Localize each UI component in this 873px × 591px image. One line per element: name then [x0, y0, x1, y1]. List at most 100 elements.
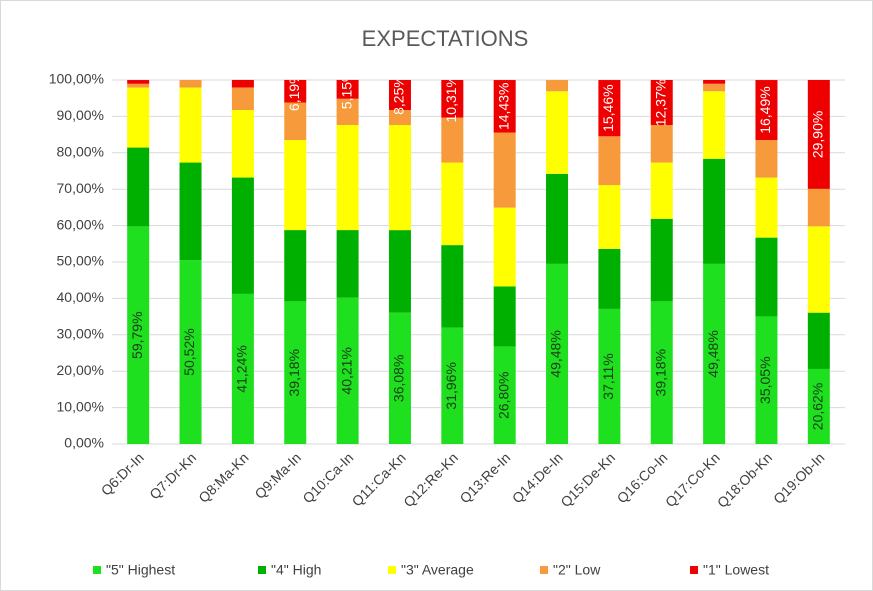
bar-segment	[127, 87, 150, 148]
legend-swatch	[388, 566, 396, 574]
data-label: 39,18%	[286, 349, 302, 396]
bar-segment	[650, 218, 673, 302]
data-label: 49,48%	[548, 330, 564, 377]
data-label: 6,19%	[286, 71, 302, 111]
bar-segment	[388, 312, 411, 444]
bar-segment	[546, 80, 569, 92]
data-label: 14,43%	[495, 83, 511, 130]
bar-segment	[284, 140, 307, 231]
y-tick-label: 60,00%	[57, 216, 104, 232]
bar-segment	[127, 80, 150, 84]
bar-segment	[231, 109, 254, 178]
data-label: 26,80%	[495, 371, 511, 418]
bar-segment	[336, 230, 359, 298]
data-label: 16,49%	[757, 86, 773, 133]
bar-segment	[441, 245, 464, 328]
data-label: 12,37%	[652, 79, 668, 126]
data-label: 41,24%	[234, 345, 250, 392]
data-label: 15,46%	[600, 84, 616, 131]
bar-segment	[179, 260, 202, 444]
bar-segment	[650, 125, 673, 163]
y-tick-label: 100,00%	[49, 71, 104, 87]
data-label: 37,11%	[600, 353, 616, 399]
legend-label: "5" Highest	[106, 562, 175, 578]
y-tick-label: 80,00%	[57, 144, 104, 160]
bar-segment	[336, 79, 359, 99]
bar-segment	[336, 124, 359, 231]
bar-segment	[493, 207, 516, 287]
bar-segment	[807, 188, 830, 227]
bar-segment	[493, 346, 516, 444]
bar-segment	[388, 80, 411, 111]
legend-swatch	[540, 566, 548, 574]
bar-segment	[284, 102, 307, 141]
bar-segment	[755, 140, 778, 178]
legend-label: "3" Average	[401, 562, 474, 578]
legend-label: "1" Lowest	[703, 562, 769, 578]
bar-segment	[598, 248, 621, 309]
bar-segment	[127, 83, 150, 88]
y-tick-label: 10,00%	[57, 398, 104, 414]
bar-segment	[703, 91, 726, 159]
data-label: 29,90%	[810, 111, 826, 158]
data-label: 8,25%	[391, 75, 407, 115]
y-tick-label: 30,00%	[57, 326, 104, 342]
bar-segment	[441, 117, 464, 163]
bar-segment	[179, 162, 202, 261]
bar-segment	[755, 80, 778, 141]
bar-segment	[703, 83, 726, 92]
bar-segment	[598, 80, 621, 137]
data-label: 49,48%	[705, 330, 721, 377]
bar-segment	[388, 230, 411, 313]
y-tick-label: 40,00%	[57, 289, 104, 305]
bar-segment	[284, 301, 307, 444]
data-label: 5,15%	[338, 69, 354, 109]
bar-segment	[650, 301, 673, 444]
legend-swatch	[690, 566, 698, 574]
bar-segment	[598, 136, 621, 186]
bar-segment	[546, 263, 569, 444]
bar-segment	[493, 286, 516, 347]
y-tick-label: 0,00%	[64, 435, 104, 451]
bar-segment	[807, 368, 830, 444]
bar-segment	[598, 308, 621, 444]
bar-segment	[336, 98, 359, 125]
data-label: 39,18%	[652, 349, 668, 396]
bar-segment	[441, 162, 464, 246]
y-tick-label: 90,00%	[57, 107, 104, 123]
bar-segment	[755, 177, 778, 238]
bar-segment	[127, 147, 150, 227]
y-tick-label: 70,00%	[57, 180, 104, 196]
bar-segment	[650, 162, 673, 219]
data-label: 35,05%	[757, 356, 773, 403]
y-tick-label: 20,00%	[57, 362, 104, 378]
bar-segment	[807, 226, 830, 313]
bar-segment	[231, 177, 254, 294]
bar-segment	[493, 132, 516, 208]
data-label: 40,21%	[338, 347, 354, 394]
bar-segment	[546, 91, 569, 174]
data-label: 10,31%	[443, 75, 459, 122]
bar-segment	[284, 79, 307, 103]
bar-segment	[179, 87, 202, 163]
bar-segment	[231, 293, 254, 444]
bar-segment	[388, 110, 411, 126]
data-label: 59,79%	[129, 311, 145, 358]
bar-segment	[650, 80, 673, 126]
chart-title: EXPECTATIONS	[362, 26, 529, 51]
bar-segment	[807, 80, 830, 189]
bar-segment	[441, 327, 464, 444]
bar-segment	[388, 125, 411, 231]
bar-segment	[284, 230, 307, 302]
bar-segment	[703, 158, 726, 264]
bar-segment	[755, 316, 778, 444]
bar-segment	[755, 237, 778, 317]
data-label: 20,62%	[810, 383, 826, 430]
bar-segment	[127, 226, 150, 444]
bar-segment	[546, 173, 569, 264]
bar-segment	[231, 79, 254, 88]
data-label: 50,52%	[181, 328, 197, 375]
legend-label: "2" Low	[553, 562, 601, 578]
legend-swatch	[258, 566, 266, 574]
